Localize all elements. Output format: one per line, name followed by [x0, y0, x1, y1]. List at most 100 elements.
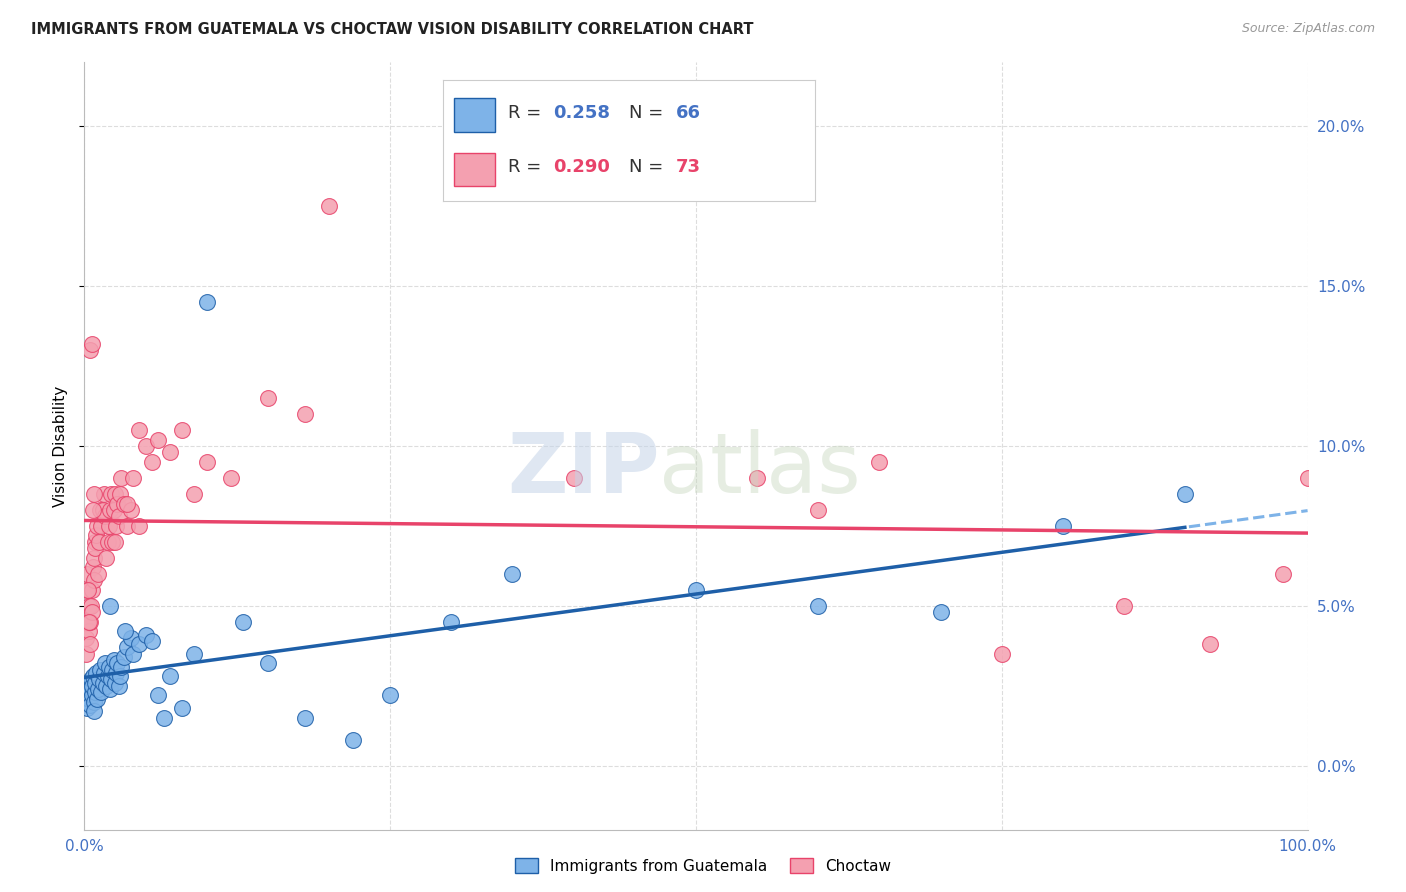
Point	[89, 663, 111, 677]
Point	[83, 487, 105, 501]
Point	[219, 471, 242, 485]
Text: atlas: atlas	[659, 428, 860, 509]
Point	[75, 631, 97, 645]
Point	[79, 615, 101, 629]
Text: ZIP: ZIP	[506, 428, 659, 509]
Text: 0.0%: 0.0%	[65, 839, 104, 855]
Text: IMMIGRANTS FROM GUATEMALA VS CHOCTAW VISION DISABILITY CORRELATION CHART: IMMIGRANTS FROM GUATEMALA VS CHOCTAW VIS…	[31, 22, 754, 37]
Point	[82, 560, 104, 574]
Point	[135, 627, 157, 641]
Text: N =: N =	[630, 103, 669, 122]
Point	[76, 701, 98, 715]
Point	[98, 681, 121, 696]
Point	[91, 503, 114, 517]
Point	[90, 519, 112, 533]
Point	[294, 407, 316, 421]
Point	[1296, 471, 1319, 485]
Point	[82, 669, 104, 683]
Point	[128, 637, 150, 651]
Point	[232, 615, 254, 629]
Point	[98, 503, 121, 517]
Point	[195, 455, 218, 469]
Point	[77, 615, 100, 629]
Point	[96, 550, 118, 565]
Point	[112, 649, 135, 664]
Point	[869, 455, 891, 469]
Point	[80, 605, 103, 619]
Point	[146, 689, 169, 703]
Point	[1052, 519, 1074, 533]
Point	[83, 685, 105, 699]
Point	[80, 599, 103, 613]
Point	[101, 534, 124, 549]
Point	[84, 528, 107, 542]
Legend: Immigrants from Guatemala, Choctaw: Immigrants from Guatemala, Choctaw	[509, 852, 897, 880]
Point	[183, 647, 205, 661]
Point	[80, 336, 103, 351]
Point	[122, 647, 145, 661]
Point	[115, 640, 138, 655]
Text: R =: R =	[508, 103, 547, 122]
Point	[104, 487, 127, 501]
Point	[110, 659, 132, 673]
Point	[84, 665, 107, 680]
Point	[87, 681, 110, 696]
Point	[929, 605, 952, 619]
Point	[90, 685, 112, 699]
Point	[104, 534, 127, 549]
Point	[105, 665, 128, 680]
Point	[97, 519, 120, 533]
Text: N =: N =	[630, 158, 669, 176]
Point	[115, 519, 138, 533]
Point	[128, 423, 150, 437]
Point	[89, 503, 111, 517]
Point	[96, 679, 118, 693]
Point	[98, 599, 121, 613]
Point	[86, 519, 108, 533]
Text: 66: 66	[676, 103, 700, 122]
Point	[77, 691, 100, 706]
Point	[77, 685, 100, 699]
Point	[502, 566, 524, 581]
Point	[172, 701, 194, 715]
Point	[141, 455, 163, 469]
Point	[83, 550, 105, 565]
Point	[108, 669, 131, 683]
Point	[112, 496, 135, 510]
Point	[82, 582, 104, 597]
Point	[195, 295, 218, 310]
Point	[294, 711, 316, 725]
Point	[685, 582, 707, 597]
Point	[103, 653, 125, 667]
Point	[1114, 599, 1136, 613]
Point	[76, 566, 98, 581]
Point	[76, 582, 98, 597]
Point	[141, 634, 163, 648]
Point	[75, 647, 97, 661]
FancyBboxPatch shape	[454, 153, 495, 186]
Point	[80, 673, 103, 687]
Point	[562, 471, 585, 485]
Point	[991, 647, 1014, 661]
Point	[104, 675, 127, 690]
Point	[80, 689, 103, 703]
Point	[100, 673, 122, 687]
Point	[1174, 487, 1197, 501]
Point	[87, 673, 110, 687]
Text: 0.258: 0.258	[553, 103, 610, 122]
Point	[146, 433, 169, 447]
Point	[94, 509, 117, 524]
Point	[100, 487, 122, 501]
Point	[79, 698, 101, 712]
Text: 73: 73	[676, 158, 700, 176]
Text: 0.290: 0.290	[553, 158, 610, 176]
Text: R =: R =	[508, 158, 547, 176]
Point	[77, 675, 100, 690]
Point	[128, 519, 150, 533]
Y-axis label: Vision Disability: Vision Disability	[53, 385, 69, 507]
Point	[79, 681, 101, 696]
Point	[82, 503, 104, 517]
Point	[183, 487, 205, 501]
Point	[93, 487, 115, 501]
Point	[87, 534, 110, 549]
